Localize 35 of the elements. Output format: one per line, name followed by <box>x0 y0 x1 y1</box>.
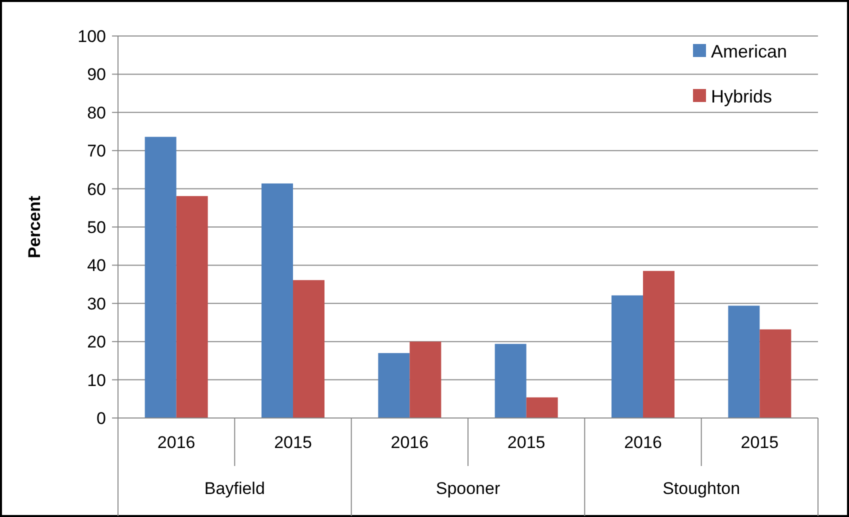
bar <box>760 329 792 418</box>
x-tick-label: 2015 <box>507 433 546 452</box>
bar <box>728 306 760 418</box>
y-tick-label: 100 <box>78 26 106 46</box>
bar <box>262 183 293 418</box>
text: Bayfield <box>204 479 265 498</box>
bar <box>410 342 442 418</box>
text: Stoughton <box>662 479 740 498</box>
x-tick-label: 2015 <box>274 433 312 452</box>
bar <box>378 353 410 418</box>
y-tick-label: 0 <box>96 408 106 428</box>
bar <box>144 136 176 418</box>
y-tick-label: 90 <box>87 65 106 84</box>
bar <box>176 196 208 418</box>
y-tick-label: 10 <box>87 370 106 390</box>
bar <box>612 295 643 418</box>
y-tick-label: 20 <box>87 332 106 352</box>
x-tick-label: 2016 <box>157 433 196 452</box>
x-tick-label: 2016 <box>390 433 429 452</box>
legend-label: American <box>711 41 788 62</box>
y-tick-label: 60 <box>87 180 106 199</box>
y-axis-title: Percent <box>25 195 44 258</box>
legend-label: Hybrids <box>711 86 772 106</box>
y-tick-label: 50 <box>87 218 106 237</box>
text: Spooner <box>436 479 500 498</box>
bar <box>643 270 674 418</box>
y-tick-label: 40 <box>87 256 106 276</box>
x-tick-label: 2016 <box>624 433 662 452</box>
y-tick-label: 80 <box>87 103 106 122</box>
y-tick-label: 70 <box>87 142 106 161</box>
y-tick-label: 30 <box>87 294 106 314</box>
bar <box>494 344 526 418</box>
bar <box>293 280 324 418</box>
x-tick-label: 2015 <box>740 433 779 452</box>
bar <box>526 397 558 418</box>
